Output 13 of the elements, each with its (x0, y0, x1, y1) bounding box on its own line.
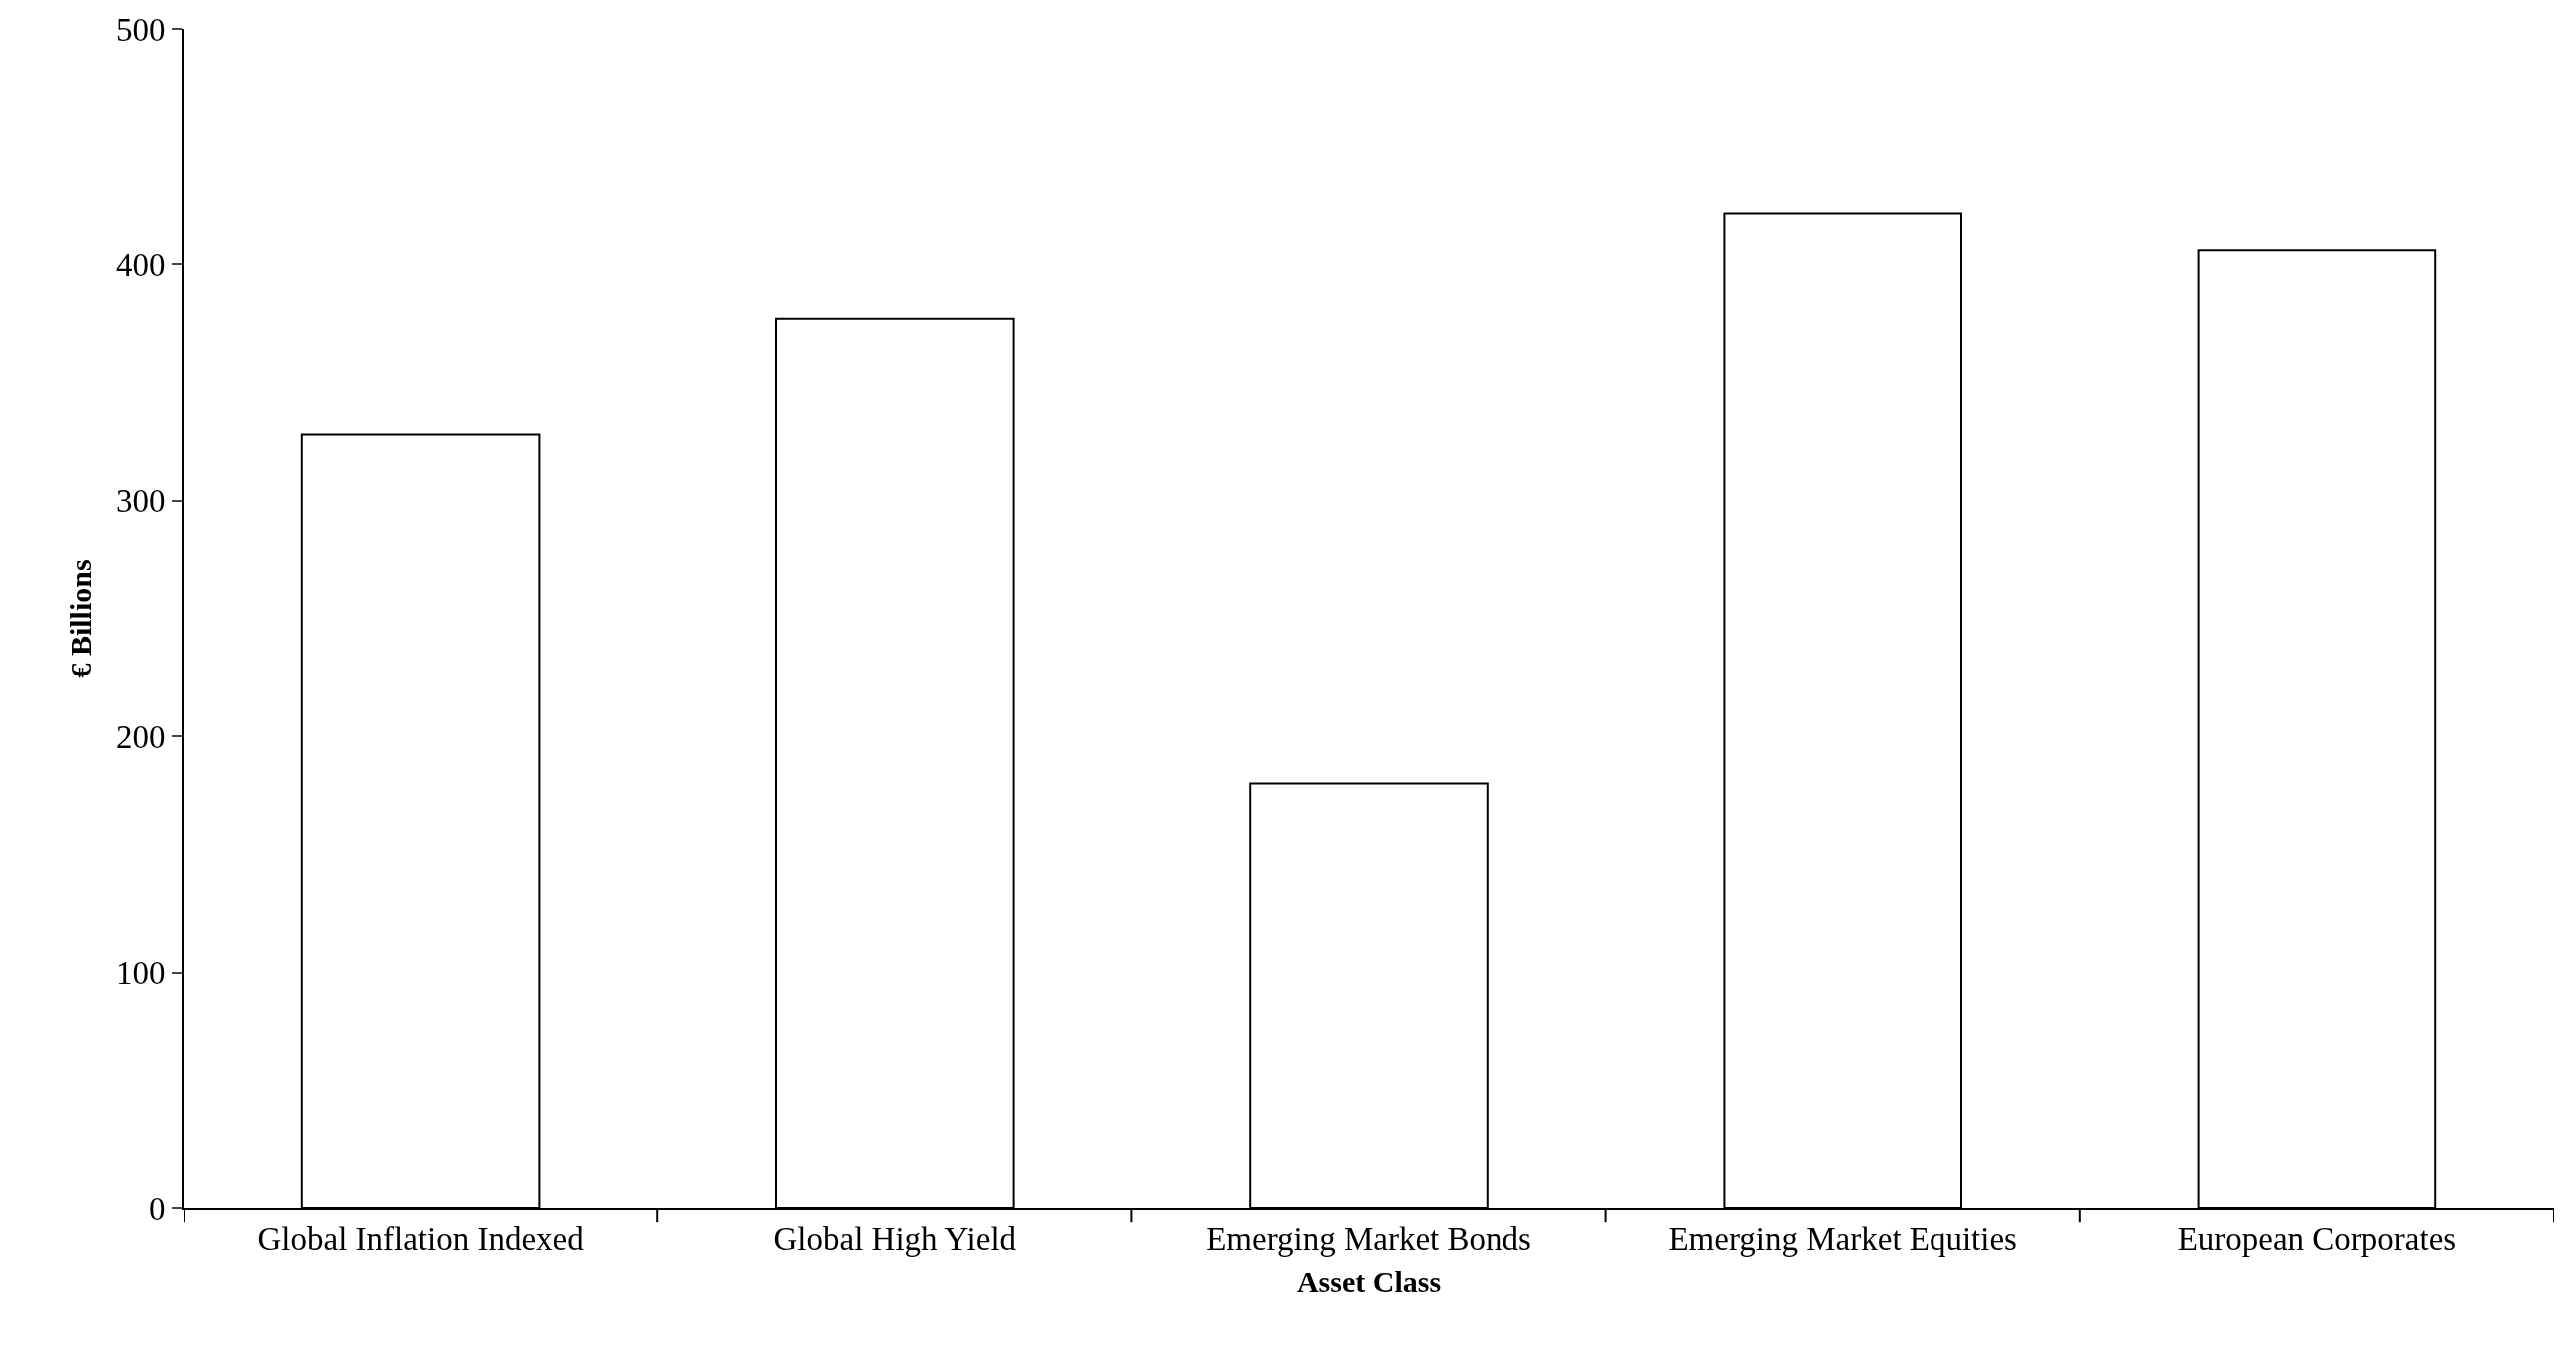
y-tick-label: 500 (115, 11, 166, 48)
x-tick-label: European Corporates (2177, 1220, 2457, 1257)
y-tick-label: 300 (115, 483, 166, 520)
x-axis-title: Asset Class (1296, 1264, 1442, 1298)
x-tick-label: Emerging Market Equities (1668, 1220, 2017, 1257)
y-tick-label: 200 (115, 718, 166, 755)
y-axis-title: € Billions (64, 559, 98, 678)
x-tick-label: Emerging Market Bonds (1206, 1220, 1531, 1257)
y-tick-label: 400 (115, 246, 166, 283)
x-tick-label: Global Inflation Indexed (257, 1220, 585, 1257)
x-tick-label: Global High Yield (773, 1220, 1017, 1257)
y-tick-label: 100 (115, 955, 166, 992)
y-tick-label: 0 (148, 1190, 166, 1227)
